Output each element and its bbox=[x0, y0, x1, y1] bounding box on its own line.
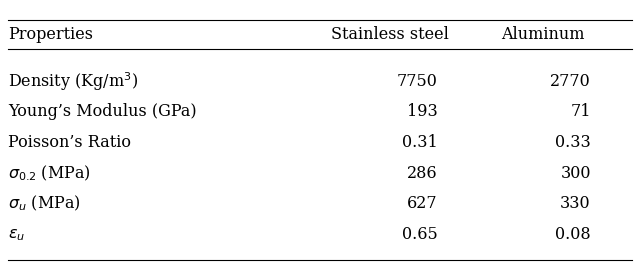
Text: $\sigma_{0.2}$ (MPa): $\sigma_{0.2}$ (MPa) bbox=[8, 163, 91, 183]
Text: 193: 193 bbox=[407, 103, 438, 120]
Text: 7750: 7750 bbox=[397, 73, 438, 90]
Text: 0.33: 0.33 bbox=[555, 134, 591, 151]
Text: 286: 286 bbox=[407, 165, 438, 182]
Text: 0.31: 0.31 bbox=[402, 134, 438, 151]
Text: Stainless steel: Stainless steel bbox=[331, 26, 449, 43]
Text: 0.65: 0.65 bbox=[402, 226, 438, 243]
Text: 330: 330 bbox=[560, 195, 591, 212]
Text: Aluminum: Aluminum bbox=[501, 26, 585, 43]
Text: 0.08: 0.08 bbox=[555, 226, 591, 243]
Text: $\sigma_u$ (MPa): $\sigma_u$ (MPa) bbox=[8, 194, 81, 213]
Text: 300: 300 bbox=[560, 165, 591, 182]
Text: 627: 627 bbox=[407, 195, 438, 212]
Text: 71: 71 bbox=[570, 103, 591, 120]
Text: $\varepsilon_u$: $\varepsilon_u$ bbox=[8, 226, 25, 243]
Text: Properties: Properties bbox=[8, 26, 93, 43]
Text: 2770: 2770 bbox=[550, 73, 591, 90]
Text: Poisson’s Ratio: Poisson’s Ratio bbox=[8, 134, 131, 151]
Text: Density (Kg/m$^3$): Density (Kg/m$^3$) bbox=[8, 70, 138, 93]
Text: Young’s Modulus (GPa): Young’s Modulus (GPa) bbox=[8, 103, 196, 120]
